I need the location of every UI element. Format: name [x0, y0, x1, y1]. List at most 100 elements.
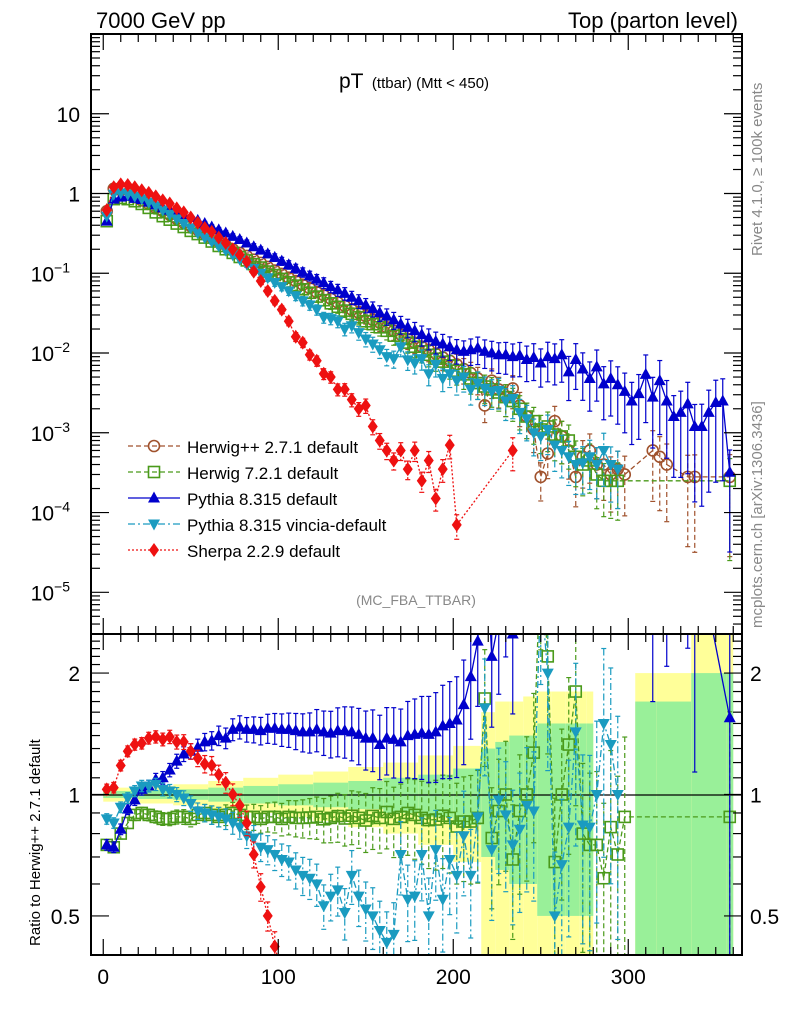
- data-point: [331, 300, 345, 314]
- data-point: [324, 280, 337, 292]
- data-point: [115, 758, 126, 773]
- data-point: [289, 261, 302, 273]
- data-point: [590, 838, 604, 852]
- data-point: [401, 806, 415, 820]
- data-point: [121, 793, 134, 805]
- x-tick-label: 0: [97, 966, 109, 989]
- data-point: [430, 491, 441, 506]
- data-point: [646, 390, 659, 402]
- data-point: [128, 786, 141, 798]
- data-point: [381, 443, 392, 458]
- data-point: [366, 339, 379, 351]
- data-point: [597, 871, 611, 885]
- data-point: [192, 215, 203, 230]
- data-point: [346, 392, 357, 407]
- data-point: [234, 247, 245, 262]
- data-point: [443, 369, 456, 381]
- data-point: [450, 376, 463, 388]
- data-point: [436, 894, 449, 906]
- data-point: [387, 354, 400, 366]
- data-point: [422, 813, 436, 827]
- y-tick-label: 10−1: [31, 259, 71, 286]
- data-point: [177, 810, 191, 824]
- data-point: [492, 385, 505, 397]
- data-point: [226, 229, 239, 241]
- axis-tick-labels: 0 100 200 300 10 1 10−1 10−2 10−3 10−4 10−5 2 2 1 1 0.5…: [31, 104, 780, 989]
- data-point: [366, 317, 380, 331]
- data-point: [443, 854, 456, 866]
- data-point: [213, 230, 224, 245]
- data-point: [247, 833, 260, 845]
- data-point: [331, 885, 344, 897]
- data-point: [107, 189, 120, 201]
- y-tick-exponent: −1: [54, 259, 70, 275]
- data-point: [233, 233, 246, 245]
- data-point: [373, 926, 386, 938]
- data-point: [499, 348, 512, 360]
- data-point: [632, 387, 645, 399]
- data-point: [338, 286, 351, 298]
- data-point: [716, 394, 729, 406]
- data-point: [373, 345, 386, 357]
- data-point: [401, 355, 414, 367]
- data-point: [373, 306, 386, 318]
- data-point: [408, 324, 421, 336]
- data-point: [471, 378, 484, 390]
- data-point: [206, 758, 217, 773]
- data-point: [534, 431, 547, 443]
- data-point: [185, 210, 196, 225]
- data-point: [485, 649, 498, 661]
- y-tick-exponent: −2: [54, 339, 70, 355]
- data-point: [374, 433, 385, 448]
- data-point: [450, 713, 463, 725]
- series-line: [106, 634, 730, 879]
- data-point: [674, 405, 687, 417]
- data-point: [254, 243, 267, 255]
- data-point: [387, 329, 401, 342]
- data-point: [296, 296, 309, 308]
- data-point: [247, 240, 260, 252]
- data-point: [695, 419, 708, 431]
- legend-marker: [149, 543, 159, 557]
- data-point: [178, 205, 189, 220]
- data-point: [233, 822, 246, 834]
- data-point: [136, 183, 147, 198]
- data-point: [415, 328, 428, 340]
- legend-label: Pythia 8.315 default: [187, 490, 338, 509]
- data-point: [163, 209, 176, 221]
- data-point: [122, 177, 133, 192]
- data-point: [268, 849, 281, 861]
- legend-entry: Pythia 8.315 vincia-default: [128, 516, 387, 535]
- data-point: [345, 809, 359, 823]
- data-point: [331, 283, 344, 295]
- legend-marker: [147, 465, 161, 479]
- y-tick-label: 10−4: [31, 499, 71, 526]
- data-point: [310, 290, 324, 303]
- data-point: [184, 798, 197, 810]
- data-point: [457, 372, 470, 384]
- data-point: [450, 343, 463, 355]
- data-point: [303, 286, 317, 300]
- data-point: [443, 716, 456, 728]
- data-point: [289, 865, 302, 877]
- data-point: [114, 802, 127, 814]
- data-point: [310, 879, 323, 891]
- data-point: [261, 845, 274, 857]
- data-point: [261, 810, 275, 824]
- legend: Herwig++ 2.7.1 default Herwig 7.2.1 defau…: [128, 438, 387, 561]
- data-point: [387, 732, 400, 744]
- data-point: [101, 782, 112, 797]
- data-point: [220, 235, 231, 250]
- header-left: 7000 GeV pp: [96, 8, 226, 33]
- data-point: [191, 228, 204, 240]
- data-point: [555, 445, 568, 457]
- data-point: [332, 382, 343, 397]
- analysis-label: (MC_FBA_TTBAR): [356, 592, 476, 608]
- data-point: [723, 465, 736, 477]
- x-tick-label: 200: [436, 966, 471, 989]
- data-point: [506, 634, 519, 639]
- data-point: [234, 798, 245, 813]
- data-point: [317, 901, 330, 913]
- data-point: [226, 818, 239, 830]
